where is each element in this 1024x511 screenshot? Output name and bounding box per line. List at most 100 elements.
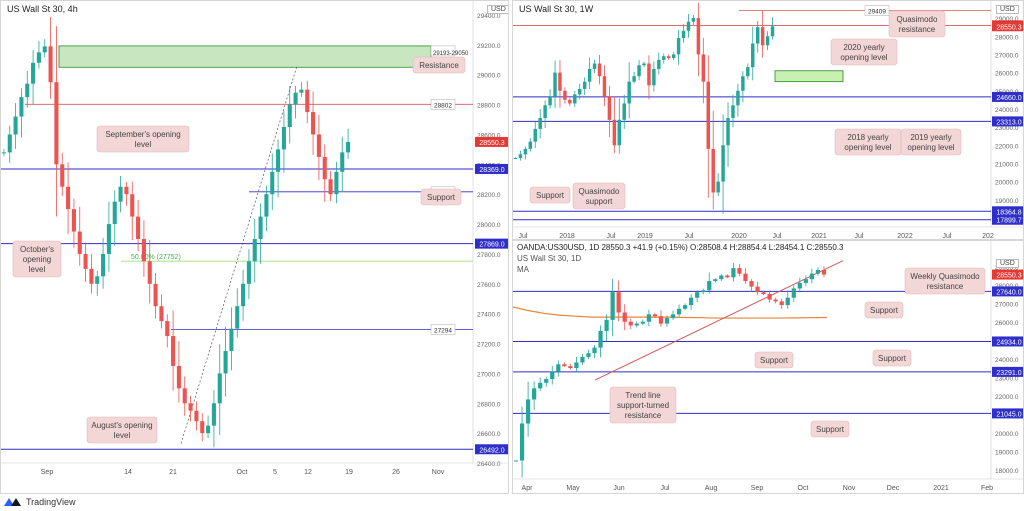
x-tick-label: Feb	[981, 485, 993, 492]
support-level-tag-bg	[430, 324, 456, 335]
candle-body	[562, 364, 567, 367]
chart-title: US Wall St 30, 1D	[517, 254, 582, 263]
level-price-tag-bg	[992, 336, 1023, 347]
candle-body	[761, 292, 766, 294]
candle-body	[513, 460, 519, 462]
candle-body	[622, 103, 626, 120]
candle-body	[642, 63, 646, 66]
candle-body	[574, 362, 579, 368]
candle-body	[785, 297, 790, 306]
level-price-tag-bg	[992, 91, 1023, 102]
note-resistance: Resistance	[419, 61, 459, 70]
level-price-tag-bg	[992, 286, 1023, 297]
candle-body	[627, 81, 631, 104]
candle-body	[42, 46, 47, 53]
candle-body	[171, 336, 176, 366]
chart-panel-4h[interactable]: 29400.029200.029000.028800.028600.028400…	[0, 0, 509, 494]
level-price-tag-bg	[475, 238, 508, 249]
y-tick-label: 23000.0	[995, 375, 1019, 382]
candle-body	[287, 104, 292, 127]
candle-body	[731, 268, 736, 278]
current-price-tag-bg	[475, 136, 508, 147]
ticker-text: OANDA:US30USD, 1D 28550.3 +41.9 (+0.15%)…	[517, 243, 844, 252]
y-tick-label: 26000.0	[995, 71, 1019, 78]
candle-body	[749, 281, 754, 287]
candle-body	[573, 94, 577, 104]
x-tick-label: Jul	[773, 233, 782, 240]
h4-chart-svg[interactable]: 29400.029200.029000.028800.028600.028400…	[1, 1, 509, 494]
candle-body	[159, 306, 164, 322]
currency-label[interactable]: USD	[996, 259, 1019, 268]
candle-body	[176, 365, 181, 389]
candle-body	[617, 119, 622, 146]
level-price-tag-bg	[992, 214, 1023, 225]
resistance-level-tag-bg	[430, 99, 456, 110]
candle-body	[340, 152, 345, 172]
candle-body	[217, 373, 222, 404]
daily-chart-svg[interactable]: 29000.028000.027000.026000.025000.024000…	[513, 241, 1024, 494]
level-price-tag: 27640.0	[996, 289, 1021, 296]
note-quasimodo-resistance: resistance	[899, 25, 936, 34]
y-tick-label: 27800.0	[477, 252, 501, 259]
resistance-level-tag: 28802	[434, 102, 452, 109]
y-tick-label: 29000.0	[995, 16, 1019, 23]
y-tick-label: 27400.0	[477, 312, 501, 319]
candle-body	[701, 290, 706, 293]
note-trendline: support-turned	[617, 401, 669, 410]
candle-body	[711, 148, 715, 193]
candle-body	[543, 105, 547, 118]
candle-body	[622, 312, 627, 322]
level-price-tag-bg	[475, 444, 508, 455]
note-weekly-quasimodo: Weekly Quasimodo	[910, 272, 980, 281]
candle-body	[556, 364, 561, 372]
candle-body	[691, 18, 696, 22]
candle-body	[666, 56, 671, 59]
note-resistance-box	[412, 56, 466, 74]
weekly-chart-svg[interactable]: 29000.028000.027000.026000.025000.024000…	[513, 1, 1024, 240]
candle-body	[616, 292, 621, 313]
level-price-tag: 24660.0	[996, 95, 1021, 102]
currency-label[interactable]: USD	[996, 5, 1019, 14]
supply-zone	[58, 45, 432, 68]
chart-panel-weekly[interactable]: 29000.028000.027000.026000.025000.024000…	[512, 0, 1024, 240]
candle-body	[770, 26, 775, 37]
candle-body	[612, 119, 617, 146]
candle-body	[229, 328, 234, 351]
candle-body	[676, 308, 682, 315]
support-level-tag: 27294	[434, 327, 452, 334]
candle-body	[71, 209, 76, 232]
note-2018-opening: 2018 yearly	[847, 133, 888, 142]
x-tick-label: 2022	[897, 233, 913, 240]
zone-label: 29193-29050	[433, 51, 469, 57]
candle-body	[657, 59, 661, 69]
candle-body	[299, 89, 304, 93]
candle-body	[716, 181, 720, 193]
candle-body	[1, 152, 6, 154]
candle-body	[743, 273, 748, 282]
level-price-tag-bg	[992, 408, 1023, 419]
candle-body	[721, 145, 725, 182]
candle-body	[725, 275, 730, 278]
candle-body	[553, 72, 557, 97]
candle-body	[662, 56, 666, 60]
y-tick-label: 19000.0	[995, 198, 1019, 205]
chart-panel-daily[interactable]: 29000.028000.027000.026000.025000.024000…	[512, 240, 1024, 494]
candle-body	[580, 356, 585, 363]
candle-body	[112, 201, 117, 225]
currency-label[interactable]: USD	[487, 5, 508, 14]
note-2019-opening: 2019 yearly	[910, 133, 951, 142]
candle-body	[548, 96, 552, 106]
candle-body	[246, 261, 251, 284]
trend-line	[594, 260, 844, 381]
y-tick-label: 20000.0	[995, 431, 1019, 438]
level-price-tag: 17899.7	[996, 218, 1021, 225]
tradingview-logo-icon	[4, 497, 22, 507]
demand-zone	[774, 70, 844, 83]
candle-body	[532, 388, 537, 400]
candle-body	[188, 403, 193, 411]
level-price-tag: 26492.0	[479, 447, 504, 454]
note-october-opening: level	[29, 265, 46, 274]
tradingview-logo[interactable]: TradingView	[4, 497, 76, 507]
candle-body	[518, 154, 523, 158]
candle-body	[592, 63, 597, 69]
